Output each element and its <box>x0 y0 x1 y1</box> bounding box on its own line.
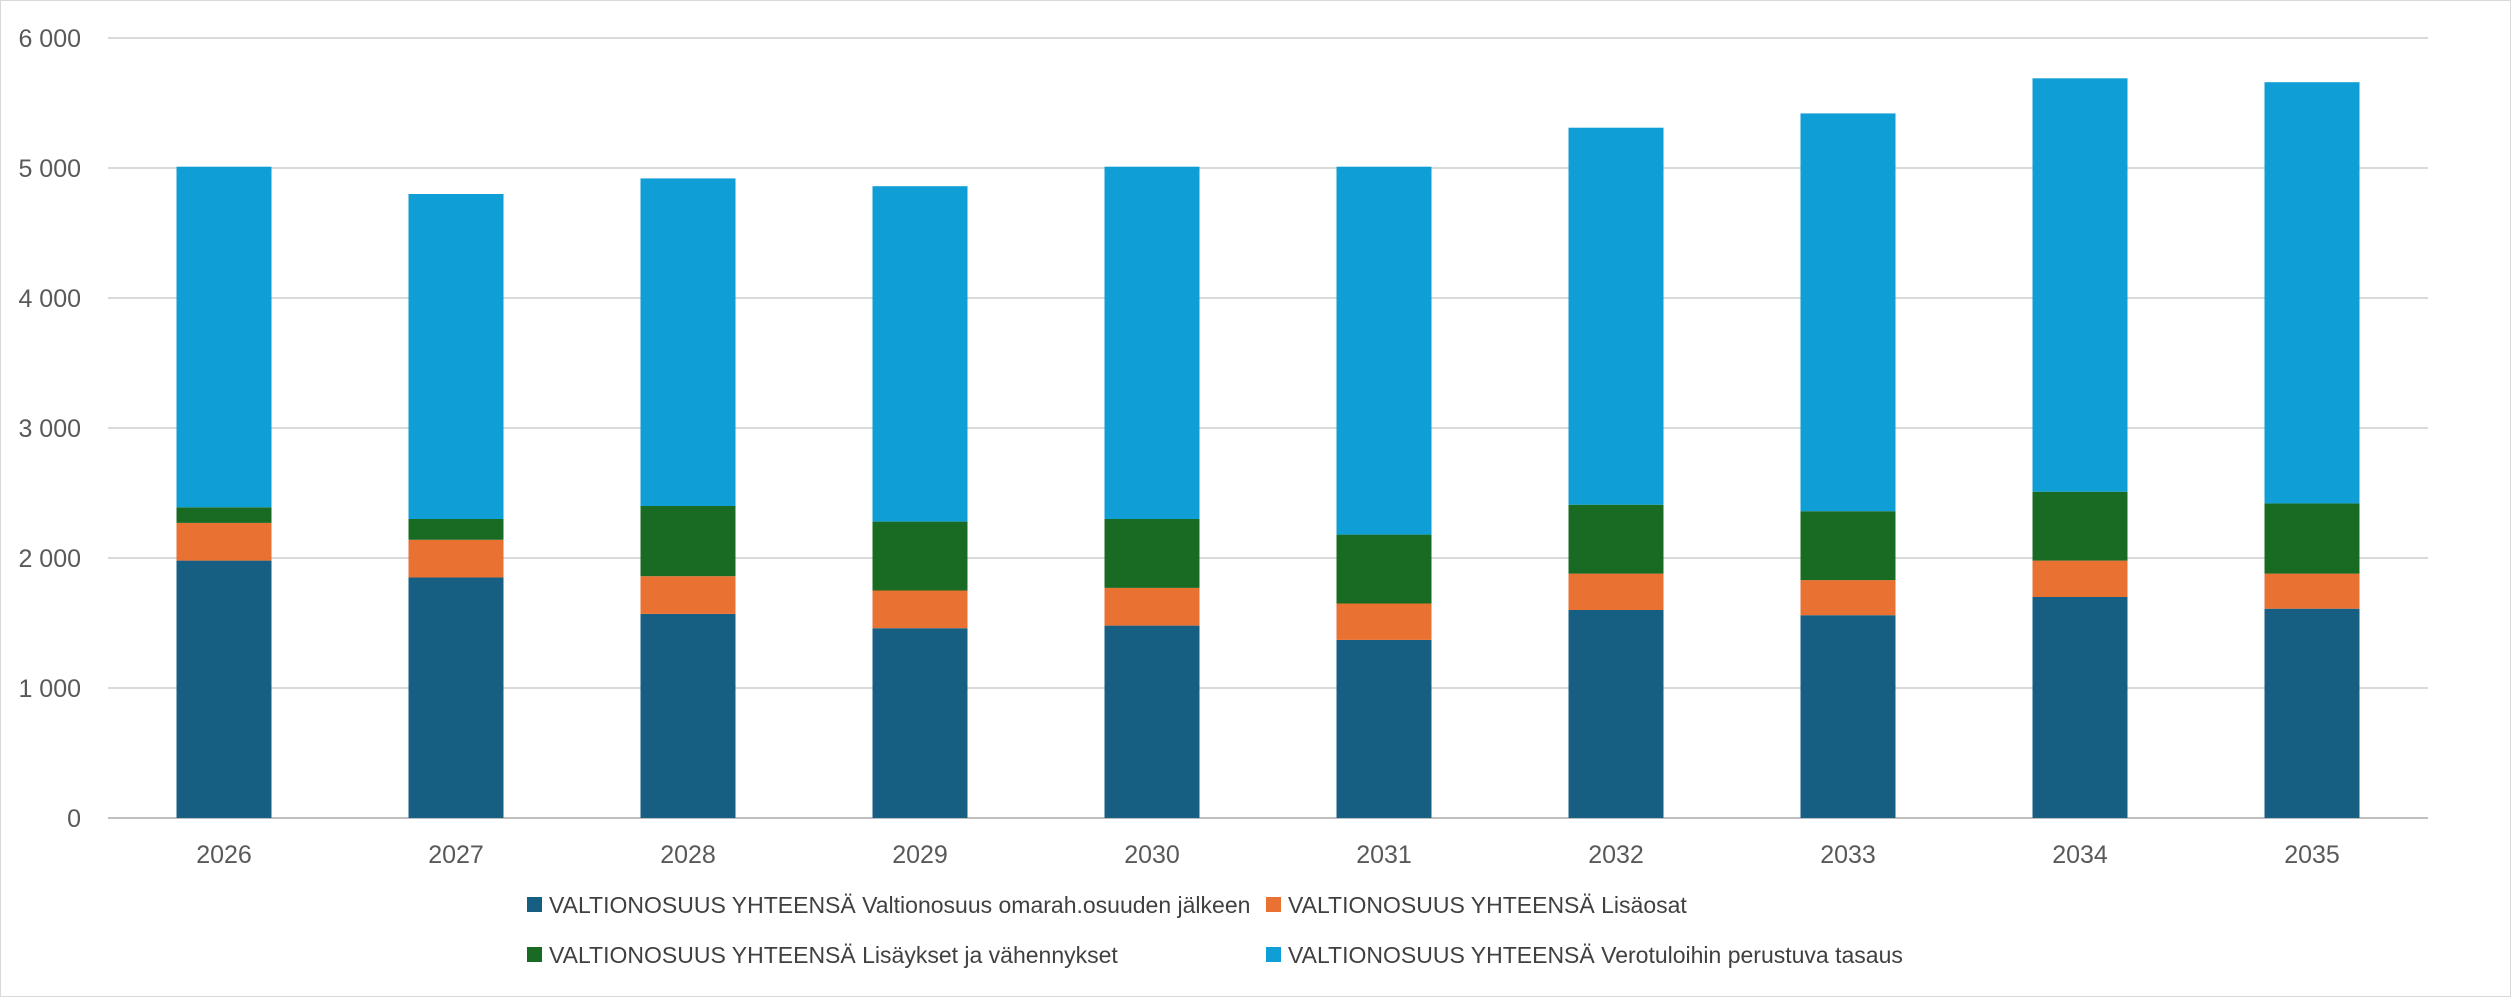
bar-segment-2034-series-4 <box>2032 78 2128 492</box>
legend-label: VALTIONOSUUS YHTEENSÄ Lisäosat <box>1288 892 1687 918</box>
bar-segment-2034-series-2 <box>2032 560 2128 597</box>
bar-segment-2026-series-1 <box>176 560 272 818</box>
legend-swatch <box>527 897 542 912</box>
legend-label: VALTIONOSUUS YHTEENSÄ Verotuloihin perus… <box>1288 942 1903 968</box>
bar-segment-2032-series-4 <box>1568 127 1664 505</box>
bar-segment-2030-series-4 <box>1104 166 1200 519</box>
x-tick-label: 2029 <box>892 841 948 869</box>
bar-segment-2033-series-1 <box>1800 615 1896 818</box>
bar-segment-2026-series-4 <box>176 166 272 508</box>
bar-segment-2031-series-3 <box>1336 534 1432 604</box>
bar-segment-2035-series-4 <box>2264 82 2360 504</box>
bar-segment-2034-series-3 <box>2032 491 2128 561</box>
bar-segment-2028-series-2 <box>640 576 736 614</box>
legend-swatch <box>527 947 542 962</box>
y-tick-label: 3 000 <box>18 415 81 443</box>
y-tick-label: 5 000 <box>18 155 81 183</box>
bar-segment-2031-series-2 <box>1336 603 1432 640</box>
bar-segment-2029-series-2 <box>872 590 968 629</box>
bar-segment-2031-series-4 <box>1336 166 1432 535</box>
bar-segment-2028-series-3 <box>640 506 736 577</box>
bar-segment-2033-series-2 <box>1800 580 1896 616</box>
x-tick-label: 2032 <box>1588 841 1644 869</box>
bar-segment-2029-series-3 <box>872 521 968 591</box>
bar-segment-2027-series-3 <box>408 519 504 540</box>
x-axis-tick-labels: 2026 2027 2028 2029 2030 2031 2032 2033 2034 2035 <box>196 841 2340 869</box>
bar-segment-2030-series-1 <box>1104 625 1200 818</box>
bar-segment-2030-series-3 <box>1104 519 1200 588</box>
bar-segment-2031-series-1 <box>1336 639 1432 818</box>
bar-segment-2035-series-3 <box>2264 503 2360 574</box>
bar-segment-2032-series-3 <box>1568 504 1664 574</box>
bar-segment-2034-series-1 <box>2032 597 2128 818</box>
bar-segment-2032-series-1 <box>1568 610 1664 818</box>
legend-swatch <box>1266 947 1281 962</box>
y-tick-label: 2 000 <box>18 545 81 573</box>
y-tick-label: 0 <box>67 805 81 833</box>
x-tick-label: 2030 <box>1124 841 1180 869</box>
bar-segment-2033-series-3 <box>1800 511 1896 581</box>
bar-segment-2026-series-3 <box>176 507 272 523</box>
bar-segment-2026-series-2 <box>176 522 272 561</box>
y-axis-tick-labels: 0 1 000 2 000 3 000 4 000 5 000 6 000 <box>18 25 81 833</box>
legend-label: VALTIONOSUUS YHTEENSÄ Valtionosuus omara… <box>549 892 1250 918</box>
bar-segment-2032-series-2 <box>1568 573 1664 610</box>
x-tick-label: 2026 <box>196 841 252 869</box>
y-tick-label: 6 000 <box>18 25 81 53</box>
x-tick-label: 2027 <box>428 841 484 869</box>
y-tick-label: 1 000 <box>18 675 81 703</box>
bar-segment-2030-series-2 <box>1104 587 1200 626</box>
legend-swatch <box>1266 897 1281 912</box>
x-tick-label: 2033 <box>1820 841 1876 869</box>
x-tick-label: 2031 <box>1356 841 1412 869</box>
x-tick-label: 2034 <box>2052 841 2108 869</box>
bar-segment-2028-series-4 <box>640 178 736 506</box>
x-tick-label: 2035 <box>2284 841 2340 869</box>
legend: VALTIONOSUUS YHTEENSÄ Valtionosuus omara… <box>527 892 1903 968</box>
bar-segment-2027-series-4 <box>408 194 504 519</box>
bar-segment-2027-series-1 <box>408 577 504 818</box>
bar-segment-2029-series-1 <box>872 628 968 818</box>
bar-segment-2027-series-2 <box>408 539 504 578</box>
bar-segment-2035-series-2 <box>2264 573 2360 609</box>
bars <box>176 78 2360 818</box>
bar-segment-2035-series-1 <box>2264 608 2360 818</box>
bar-segment-2029-series-4 <box>872 186 968 522</box>
y-tick-label: 4 000 <box>18 285 81 313</box>
bar-segment-2028-series-1 <box>640 613 736 818</box>
legend-label: VALTIONOSUUS YHTEENSÄ Lisäykset ja vähen… <box>549 942 1118 968</box>
x-tick-label: 2028 <box>660 841 716 869</box>
bar-segment-2033-series-4 <box>1800 113 1896 512</box>
